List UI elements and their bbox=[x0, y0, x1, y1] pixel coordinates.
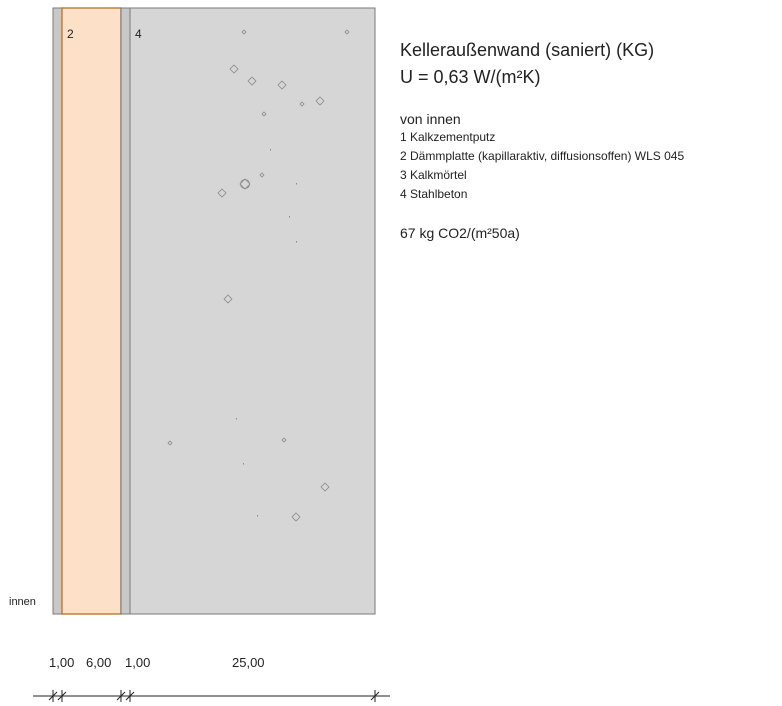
layer-list-item: 4 Stahlbeton bbox=[400, 187, 468, 201]
concrete-aggregate-pattern bbox=[167, 29, 350, 522]
thickness-layer-4: 25,00 bbox=[232, 655, 265, 670]
thickness-layer-2: 6,00 bbox=[86, 655, 111, 670]
layer-list-item: 2 Dämmplatte (kapillaraktiv, diffusionso… bbox=[400, 149, 685, 163]
dimension-line bbox=[33, 690, 390, 702]
co2-value: 67 kg CO2/(m²50a) bbox=[400, 225, 520, 241]
layer-list-item: 3 Kalkmörtel bbox=[400, 168, 467, 182]
layer-4-tag: 4 bbox=[135, 27, 142, 41]
inside-label: innen bbox=[9, 596, 36, 608]
direction-label: von innen bbox=[400, 111, 461, 127]
u-value: U = 0,63 W/(m²K) bbox=[400, 67, 541, 87]
layer-list-item: 1 Kalkzementputz bbox=[400, 130, 496, 144]
thickness-layer-3: 1,00 bbox=[125, 655, 150, 670]
wall-info-panel: Kelleraußenwand (saniert) (KG) U = 0,63 … bbox=[400, 38, 684, 242]
thickness-layer-1: 1,00 bbox=[49, 655, 74, 670]
layer-4-stahlbeton bbox=[129, 7, 376, 615]
layer-1-kalkzementputz bbox=[52, 7, 63, 615]
layer-3-kalkmoertel bbox=[120, 7, 131, 615]
layer-2-tag: 2 bbox=[67, 27, 74, 41]
wall-title: Kelleraußenwand (saniert) (KG) bbox=[400, 40, 655, 60]
concrete-dots bbox=[236, 149, 297, 517]
layer-2-daemmplatte bbox=[61, 7, 122, 615]
